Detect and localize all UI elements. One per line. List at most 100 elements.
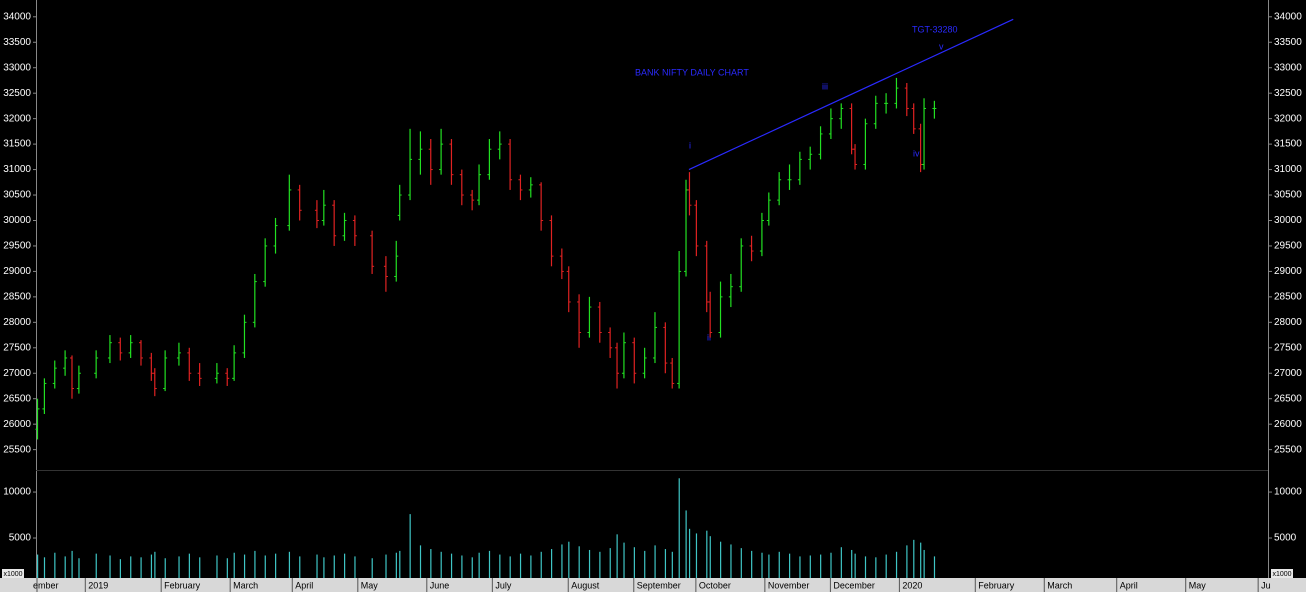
volume-bar [875, 557, 877, 578]
x-tick-label: June [430, 580, 450, 590]
volume-bar [243, 554, 246, 578]
volume-bar [633, 547, 635, 578]
volume-bar [150, 554, 153, 578]
y-tick-label: 26500 [1274, 393, 1302, 404]
volume-bar [109, 555, 111, 578]
unit-box [2, 569, 24, 578]
volume-bar [913, 539, 915, 578]
wave-label: i [689, 140, 691, 150]
y-tick-label: 29500 [1274, 241, 1302, 252]
y-tick-label: 33500 [1274, 37, 1302, 48]
volume-bar [768, 554, 770, 578]
volume-bar [623, 542, 625, 578]
volume-bar [216, 555, 218, 578]
y-tick-label: 33000 [3, 62, 31, 73]
wave-label: iii [822, 81, 828, 91]
volume-bar [461, 555, 463, 578]
y-tick-label: 26000 [3, 419, 31, 430]
volume-bar [599, 551, 601, 578]
y-tick-label: 29500 [3, 241, 31, 252]
volume-bar [854, 553, 856, 578]
volume-bar [851, 549, 853, 578]
trendline [688, 18, 1014, 171]
volume-bar [933, 556, 936, 578]
volume-bar [830, 552, 832, 578]
volume-bar [923, 549, 925, 578]
x-tick-label: Ju [1261, 580, 1271, 590]
volume-bar [761, 552, 763, 578]
y-tick-label: 34000 [1274, 11, 1302, 22]
x-tick-label: April [295, 580, 313, 590]
y-tick-label: 28500 [1274, 292, 1302, 303]
volume-bar [751, 550, 753, 578]
wave-label: iv [913, 148, 920, 158]
volume-bar [288, 551, 291, 578]
y-tick-label: 30500 [3, 190, 31, 201]
y-tick-label: 28000 [1274, 317, 1302, 328]
volume-bar [264, 555, 266, 578]
x-tick-label: May [1189, 580, 1207, 590]
x-tick-label: 2020 [902, 580, 922, 590]
volume-bar [540, 551, 542, 578]
x-tick-label: April [1120, 580, 1138, 590]
wave-label: v [939, 41, 944, 51]
volume-bar [130, 556, 132, 578]
y-tick-label: 32500 [1274, 88, 1302, 99]
y2-tick-label: 10000 [1274, 487, 1302, 498]
volume-bar [616, 534, 618, 578]
volume-bar [488, 550, 491, 578]
volume-bar [43, 557, 46, 578]
volume-bar [226, 558, 228, 578]
volume-bar [385, 554, 387, 578]
volume-bar [730, 544, 732, 578]
y-tick-label: 27500 [1274, 342, 1302, 353]
volume-bar [820, 554, 822, 578]
y-tick-label: 29000 [1274, 266, 1302, 277]
volume-bar [664, 549, 667, 578]
y-tick-label: 25500 [3, 444, 31, 455]
x-tick-label: August [571, 580, 600, 590]
y-tick-label: 27000 [3, 368, 31, 379]
x-tick-label: March [233, 580, 258, 590]
y-tick-label: 31500 [1274, 139, 1302, 150]
volume-bar [275, 553, 277, 578]
volume-bar [519, 553, 522, 578]
y2-tick-label: 5000 [1274, 533, 1297, 544]
volume-bar [695, 533, 698, 578]
volume-bar [644, 550, 646, 578]
y-tick-label: 33000 [1274, 62, 1302, 73]
volume-bar [906, 545, 908, 578]
unit-box [1271, 569, 1293, 578]
volume-bar [809, 555, 811, 578]
volume-bar [550, 549, 553, 578]
y-tick-label: 26000 [1274, 419, 1302, 430]
volume-bar [399, 550, 401, 578]
volume-bar [706, 530, 708, 578]
volume-bar [789, 553, 791, 578]
volume-unit: x1000 [3, 571, 22, 578]
wave-label: ii [707, 332, 711, 342]
volume-bar [333, 555, 335, 578]
x-tick-label: February [978, 580, 1015, 590]
volume-bar [568, 541, 570, 578]
x-tick-label: November [768, 580, 810, 590]
volume-bar [478, 552, 480, 578]
volume-unit: x1000 [1272, 571, 1291, 578]
volume-bar [154, 551, 156, 578]
volume-bar [920, 542, 922, 578]
volume-bar [499, 554, 501, 578]
volume-bar [740, 548, 742, 578]
volume-bar [54, 552, 56, 578]
y-tick-label: 27500 [3, 342, 31, 353]
volume-bar [188, 553, 190, 578]
chart-annotation: BANK NIFTY DAILY CHART [635, 67, 749, 77]
volume-bar [720, 541, 722, 578]
y-tick-label: 32500 [3, 88, 31, 99]
y-tick-label: 26500 [3, 393, 31, 404]
x-tick-label: July [495, 580, 512, 590]
volume-bar [799, 556, 801, 578]
y-tick-label: 25500 [1274, 444, 1302, 455]
x-tick-label: 2019 [88, 580, 108, 590]
volume-bar [395, 552, 397, 578]
